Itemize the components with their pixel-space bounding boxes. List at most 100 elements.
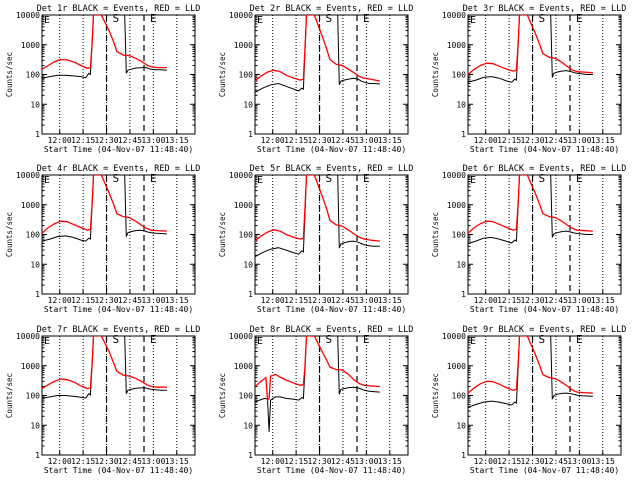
series-lld-line (468, 336, 593, 394)
x-tick-label: 13:15 (378, 296, 402, 305)
series-lld-line (255, 175, 380, 242)
plot-frame (467, 14, 622, 135)
x-tick-label: 12:00 (474, 457, 498, 466)
plot-frame (41, 14, 196, 135)
corner-e-label: E (44, 175, 50, 186)
y-axis-label: Counts/sec (5, 373, 14, 418)
y-tick-label: 1 (248, 290, 253, 299)
y-axis-label: Counts/sec (218, 52, 227, 97)
corner-e-label: E (470, 175, 476, 186)
marker-s-label: S (326, 172, 333, 185)
x-tick-label: 12:30 (307, 457, 331, 466)
corner-e-label: E (44, 15, 50, 26)
y-tick-label: 1000 (21, 201, 40, 210)
y-axis-label: Counts/sec (431, 373, 440, 418)
corner-e-label: E (257, 175, 263, 186)
corner-e-label: E (470, 15, 476, 26)
x-tick-label: 13:00 (354, 136, 378, 145)
y-tick-label: 10000 (442, 11, 466, 20)
x-tick-label: 13:00 (141, 136, 165, 145)
x-tick-label: 13:15 (165, 136, 189, 145)
panel-det-9: Det 9r BLACK = Events, RED = LLD 12:00 12:… (431, 325, 626, 475)
plot-frame (254, 335, 409, 456)
y-axis-label: Counts/sec (218, 212, 227, 257)
panel-title: Det 7r BLACK = Events, RED = LLD (37, 325, 201, 335)
x-tick-label: 12:15 (284, 136, 308, 145)
y-tick-label: 10 (456, 260, 466, 269)
x-axis-label: Start Time (04-Nov-07 11:48:40) (44, 145, 193, 154)
plot-frame (467, 174, 622, 295)
y-tick-label: 10000 (229, 11, 253, 20)
x-tick-label: 13:00 (141, 457, 165, 466)
y-tick-label: 1000 (21, 362, 40, 371)
series-events-line (468, 15, 593, 83)
panel-title: Det 9r BLACK = Events, RED = LLD (463, 325, 627, 335)
x-tick-label: 13:00 (354, 296, 378, 305)
x-tick-label: 12:45 (118, 136, 142, 145)
x-axis-label: Start Time (04-Nov-07 11:48:40) (257, 466, 406, 475)
x-tick-label: 12:30 (520, 296, 544, 305)
marker-e-label: E (150, 333, 157, 346)
series-events-line (468, 175, 593, 244)
x-tick-label: 12:15 (284, 296, 308, 305)
y-tick-label: 10000 (16, 11, 40, 20)
y-tick-label: 1 (248, 451, 253, 460)
panel-title: Det 1r BLACK = Events, RED = LLD (37, 4, 201, 14)
x-tick-label: 12:00 (261, 136, 285, 145)
x-tick-label: 12:00 (261, 296, 285, 305)
plot-frame (41, 174, 196, 295)
y-tick-label: 10 (30, 421, 40, 430)
y-tick-label: 10 (243, 260, 253, 269)
x-tick-label: 12:30 (94, 457, 118, 466)
y-tick-label: 10000 (229, 332, 253, 341)
x-tick-label: 12:30 (94, 296, 118, 305)
marker-s-label: S (113, 333, 120, 346)
y-tick-label: 10000 (442, 171, 466, 180)
marker-e-label: E (363, 333, 370, 346)
x-axis-label: Start Time (04-Nov-07 11:48:40) (470, 305, 619, 314)
marker-e-label: E (363, 172, 370, 185)
y-axis-label: Counts/sec (431, 212, 440, 257)
y-axis-label: Counts/sec (5, 52, 14, 97)
series-events-line (468, 336, 593, 408)
marker-e-label: E (576, 333, 583, 346)
x-tick-label: 13:00 (567, 296, 591, 305)
x-tick-label: 12:00 (261, 457, 285, 466)
x-tick-label: 12:45 (118, 296, 142, 305)
corner-e-label: E (44, 336, 50, 347)
panel-det-1: Det 1r BLACK = Events, RED = LLD 12:00 12:… (5, 4, 200, 154)
x-tick-label: 13:15 (165, 457, 189, 466)
marker-s-label: S (326, 333, 333, 346)
x-tick-label: 12:15 (497, 457, 521, 466)
y-tick-label: 1 (35, 451, 40, 460)
x-tick-label: 12:30 (307, 136, 331, 145)
series-events-line (42, 15, 167, 79)
y-tick-label: 100 (239, 71, 254, 80)
y-tick-label: 10000 (16, 332, 40, 341)
y-tick-label: 1 (461, 130, 466, 139)
y-tick-label: 10000 (442, 332, 466, 341)
y-tick-label: 10 (456, 100, 466, 109)
plot-frame (254, 174, 409, 295)
marker-e-label: E (150, 12, 157, 25)
x-tick-label: 13:15 (165, 296, 189, 305)
x-tick-label: 12:00 (48, 457, 72, 466)
corner-e-label: E (257, 15, 263, 26)
x-tick-label: 12:00 (48, 136, 72, 145)
x-axis-label: Start Time (04-Nov-07 11:48:40) (44, 466, 193, 475)
marker-e-label: E (150, 172, 157, 185)
y-tick-label: 10 (30, 260, 40, 269)
y-tick-label: 100 (239, 231, 254, 240)
x-tick-label: 13:15 (591, 457, 615, 466)
y-tick-label: 100 (452, 231, 467, 240)
x-tick-label: 12:00 (48, 296, 72, 305)
series-lld-line (42, 336, 167, 390)
y-tick-label: 100 (452, 71, 467, 80)
x-tick-label: 13:00 (567, 457, 591, 466)
y-tick-label: 1000 (447, 362, 466, 371)
marker-e-label: E (576, 172, 583, 185)
x-tick-label: 13:15 (378, 457, 402, 466)
